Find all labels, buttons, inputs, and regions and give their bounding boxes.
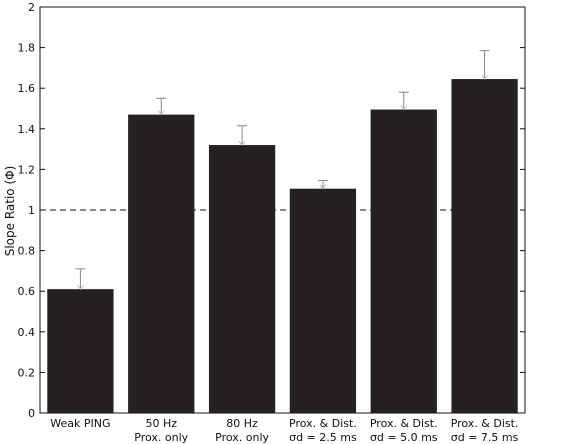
category-sublabel: Prox. only: [215, 431, 269, 444]
y-tick-label: 1.2: [18, 163, 36, 176]
error-arrow: [319, 184, 327, 190]
y-tick-label: 0.4: [18, 326, 36, 339]
bar: [370, 109, 437, 413]
category-label: Weak PING: [50, 417, 110, 430]
category-sublabel: Prox. only: [134, 431, 188, 444]
y-tick-label: 0.8: [18, 245, 36, 258]
y-tick-label: 1.6: [18, 82, 36, 95]
bar: [128, 114, 195, 413]
bar: [208, 145, 276, 414]
y-tick-label: 2: [28, 1, 35, 14]
error-arrow: [238, 140, 246, 146]
bar: [47, 289, 114, 413]
category-label: Prox. & Dist.: [451, 417, 519, 430]
category-label: 80 Hz: [226, 417, 258, 430]
y-axis-title: Slope Ratio (Φ): [3, 166, 17, 257]
category-sublabel: σd = 2.5 ms: [289, 431, 357, 444]
y-tick-label: 0.2: [18, 366, 36, 379]
y-tick-label: 0: [28, 407, 35, 420]
category-sublabel: σd = 7.5 ms: [451, 431, 519, 444]
y-tick-label: 0.6: [18, 285, 36, 298]
bar: [289, 188, 357, 413]
error-arrow: [77, 284, 84, 291]
error-arrow: [481, 74, 488, 80]
category-label: Prox. & Dist.: [289, 417, 357, 430]
bar: [451, 79, 518, 413]
category-label: 50 Hz: [145, 417, 177, 430]
category-sublabel: σd = 5.0 ms: [370, 431, 438, 444]
y-tick-label: 1.8: [18, 42, 36, 55]
error-arrow: [400, 105, 408, 111]
y-tick-label: 1: [28, 204, 35, 217]
y-tick-label: 1.4: [18, 123, 36, 136]
error-arrow: [157, 110, 165, 116]
category-label: Prox. & Dist.: [370, 417, 438, 430]
